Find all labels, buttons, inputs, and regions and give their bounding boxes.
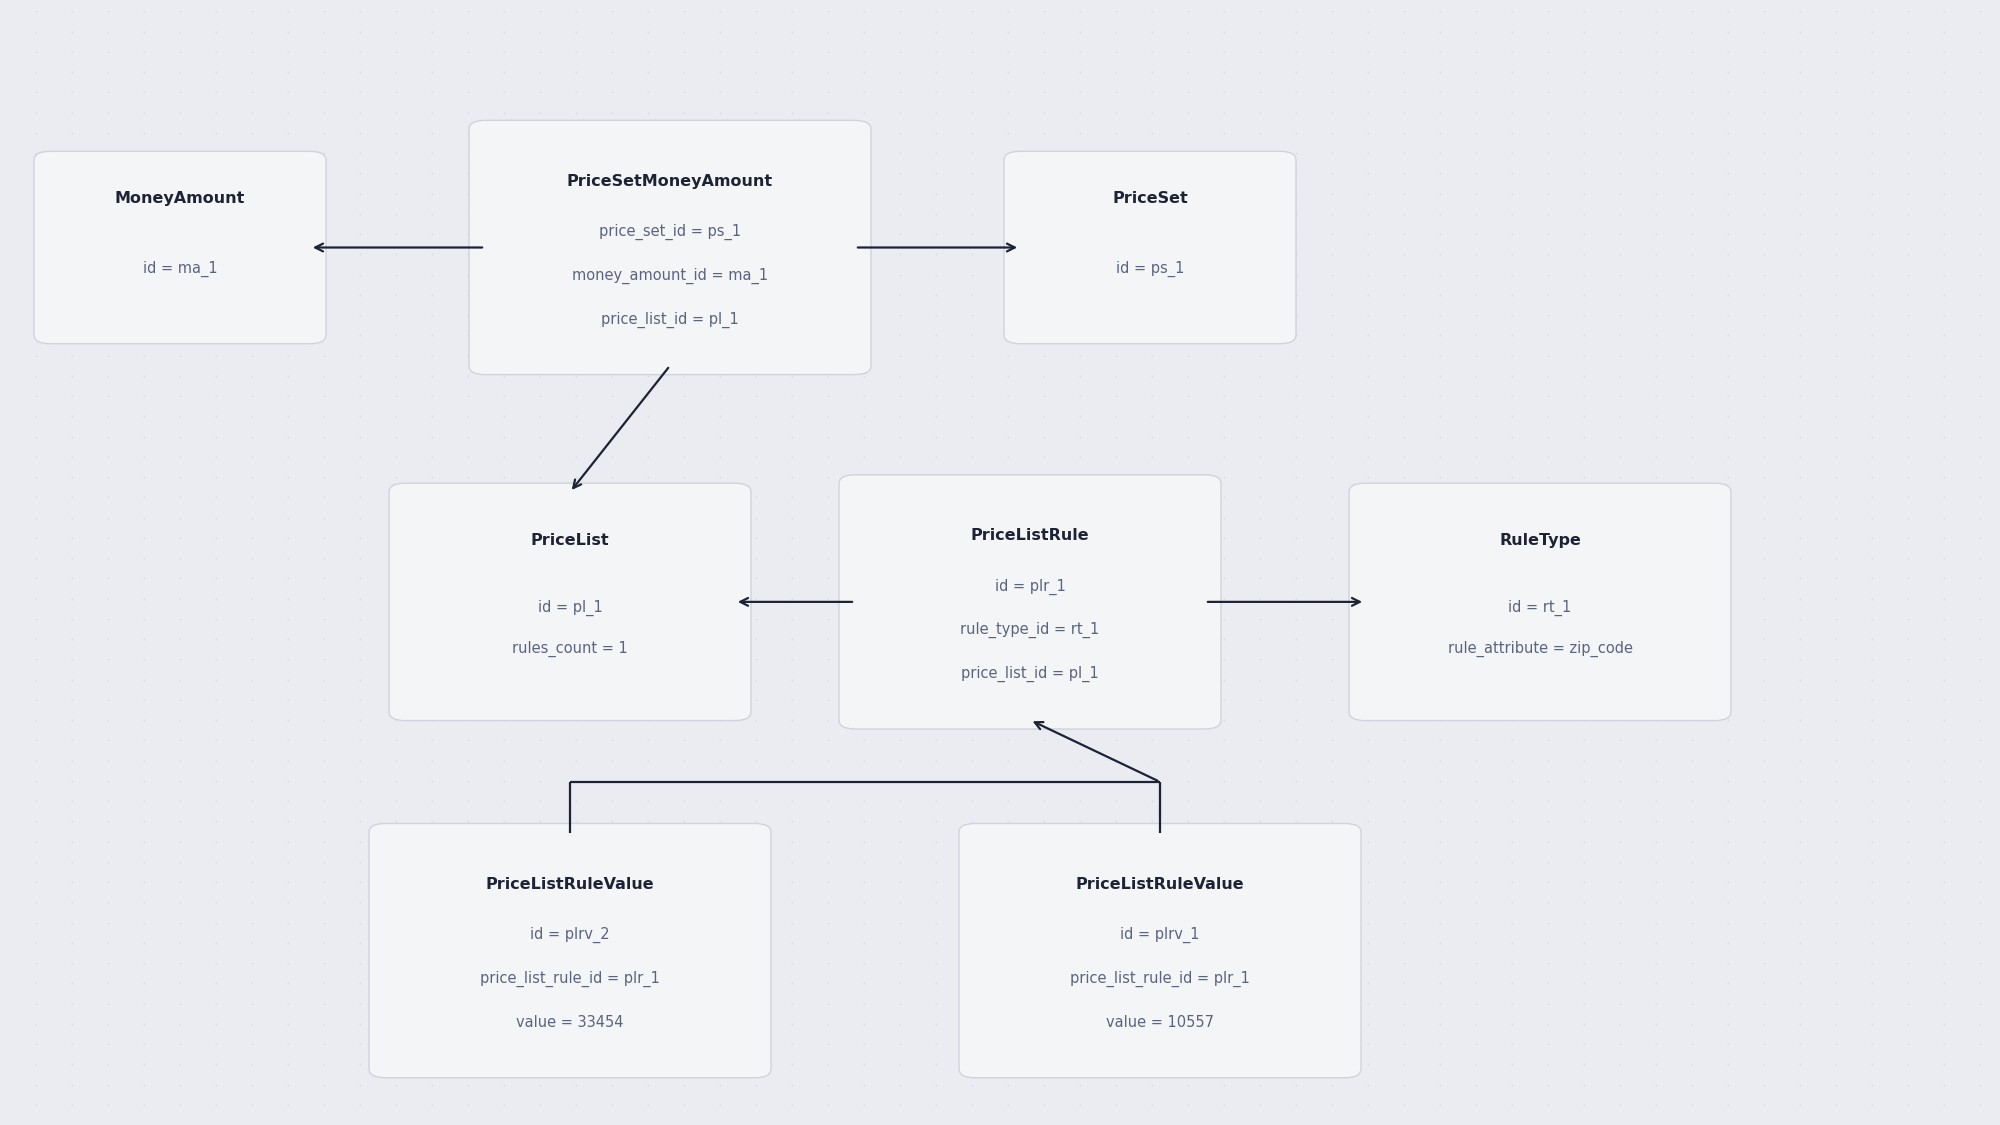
Text: value = 10557: value = 10557 xyxy=(1106,1015,1214,1030)
Text: RuleType: RuleType xyxy=(1500,533,1580,548)
Text: rule_type_id = rt_1: rule_type_id = rt_1 xyxy=(960,622,1100,638)
Text: PriceList: PriceList xyxy=(530,533,610,548)
FancyBboxPatch shape xyxy=(34,152,326,344)
Text: id = pl_1: id = pl_1 xyxy=(538,600,602,616)
Text: value = 33454: value = 33454 xyxy=(516,1015,624,1030)
FancyBboxPatch shape xyxy=(1004,152,1296,344)
Text: MoneyAmount: MoneyAmount xyxy=(114,191,246,206)
Text: id = ps_1: id = ps_1 xyxy=(1116,260,1184,277)
Text: price_list_rule_id = plr_1: price_list_rule_id = plr_1 xyxy=(480,971,660,987)
Text: id = ma_1: id = ma_1 xyxy=(142,260,218,277)
Text: rule_attribute = zip_code: rule_attribute = zip_code xyxy=(1448,640,1632,657)
Text: PriceListRule: PriceListRule xyxy=(970,529,1090,543)
Text: money_amount_id = ma_1: money_amount_id = ma_1 xyxy=(572,268,768,284)
FancyBboxPatch shape xyxy=(958,824,1360,1078)
Text: price_set_id = ps_1: price_set_id = ps_1 xyxy=(598,224,742,241)
Text: id = plrv_2: id = plrv_2 xyxy=(530,927,610,944)
Text: price_list_rule_id = plr_1: price_list_rule_id = plr_1 xyxy=(1070,971,1250,987)
Text: id = rt_1: id = rt_1 xyxy=(1508,600,1572,616)
FancyBboxPatch shape xyxy=(1348,484,1730,720)
Text: rules_count = 1: rules_count = 1 xyxy=(512,640,628,657)
Text: price_list_id = pl_1: price_list_id = pl_1 xyxy=(962,666,1098,682)
Text: id = plr_1: id = plr_1 xyxy=(994,578,1066,595)
Text: PriceSet: PriceSet xyxy=(1112,191,1188,206)
FancyBboxPatch shape xyxy=(840,475,1220,729)
FancyBboxPatch shape xyxy=(388,484,750,720)
FancyBboxPatch shape xyxy=(368,824,770,1078)
Text: PriceSetMoneyAmount: PriceSetMoneyAmount xyxy=(566,174,774,189)
FancyBboxPatch shape xyxy=(468,120,872,375)
Text: PriceListRuleValue: PriceListRuleValue xyxy=(486,878,654,892)
Text: price_list_id = pl_1: price_list_id = pl_1 xyxy=(602,312,738,327)
Text: id = plrv_1: id = plrv_1 xyxy=(1120,927,1200,944)
Text: PriceListRuleValue: PriceListRuleValue xyxy=(1076,878,1244,892)
